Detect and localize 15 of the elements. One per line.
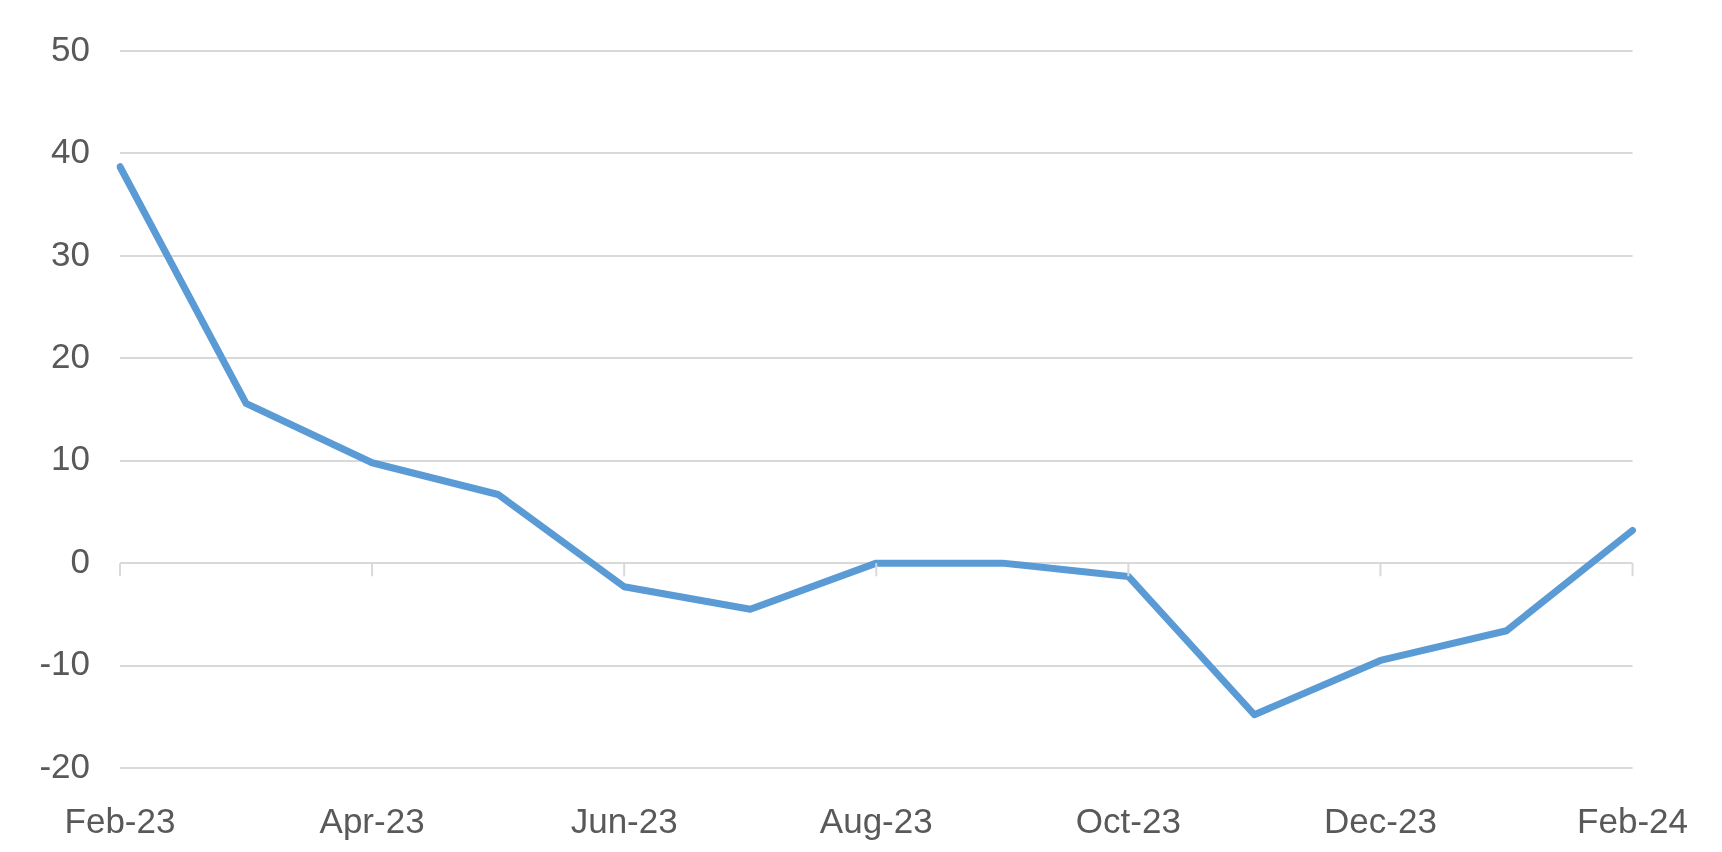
x-tick-label: Dec-23: [1324, 800, 1437, 840]
x-tick-label: Feb-24: [1577, 800, 1689, 840]
y-tick-label: 10: [51, 438, 90, 478]
x-tick-label: Aug-23: [819, 800, 933, 840]
x-tick-label: Oct-23: [1075, 800, 1181, 840]
y-tick-label: 50: [51, 28, 90, 68]
y-tick-label: 30: [51, 233, 90, 273]
y-tick-label: -20: [39, 745, 90, 785]
y-tick-label: 0: [70, 540, 90, 580]
x-tick-label: Apr-23: [319, 800, 425, 840]
y-tick-label: -10: [39, 643, 90, 683]
y-tick-label: 40: [51, 131, 90, 171]
y-tick-label: 20: [51, 335, 90, 375]
x-tick-label: Jun-23: [570, 800, 678, 840]
x-tick-label: Feb-23: [64, 800, 176, 840]
